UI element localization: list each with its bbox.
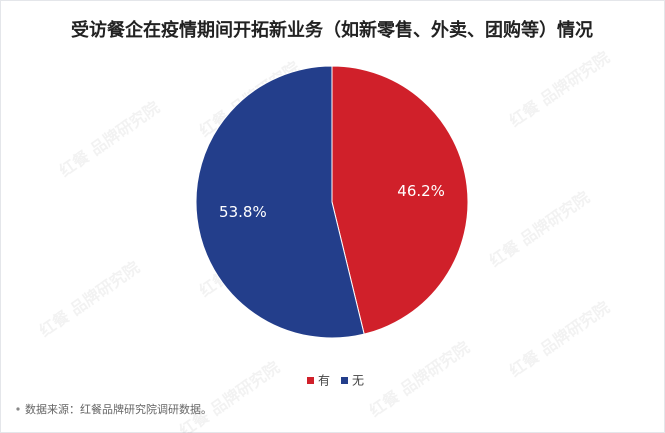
legend: 有无 [307, 374, 364, 388]
legend-label: 有 [318, 374, 330, 388]
legend-label: 无 [352, 374, 364, 388]
pie-slice [331, 65, 469, 335]
pie-slice [195, 65, 365, 339]
legend-swatch [341, 377, 348, 384]
legend-swatch [307, 377, 314, 384]
bullet [16, 407, 20, 411]
data-label: 53.8% [219, 203, 267, 221]
source: 数据来源：红餐品牌研究院调研数据。 [25, 402, 212, 416]
chart-title: 受访餐企在疫情期间开拓新业务（如新零售、外卖、团购等）情况 [71, 19, 593, 41]
pie: 46.2% 53.8% [195, 65, 469, 339]
data-label: 46.2% [397, 182, 445, 200]
